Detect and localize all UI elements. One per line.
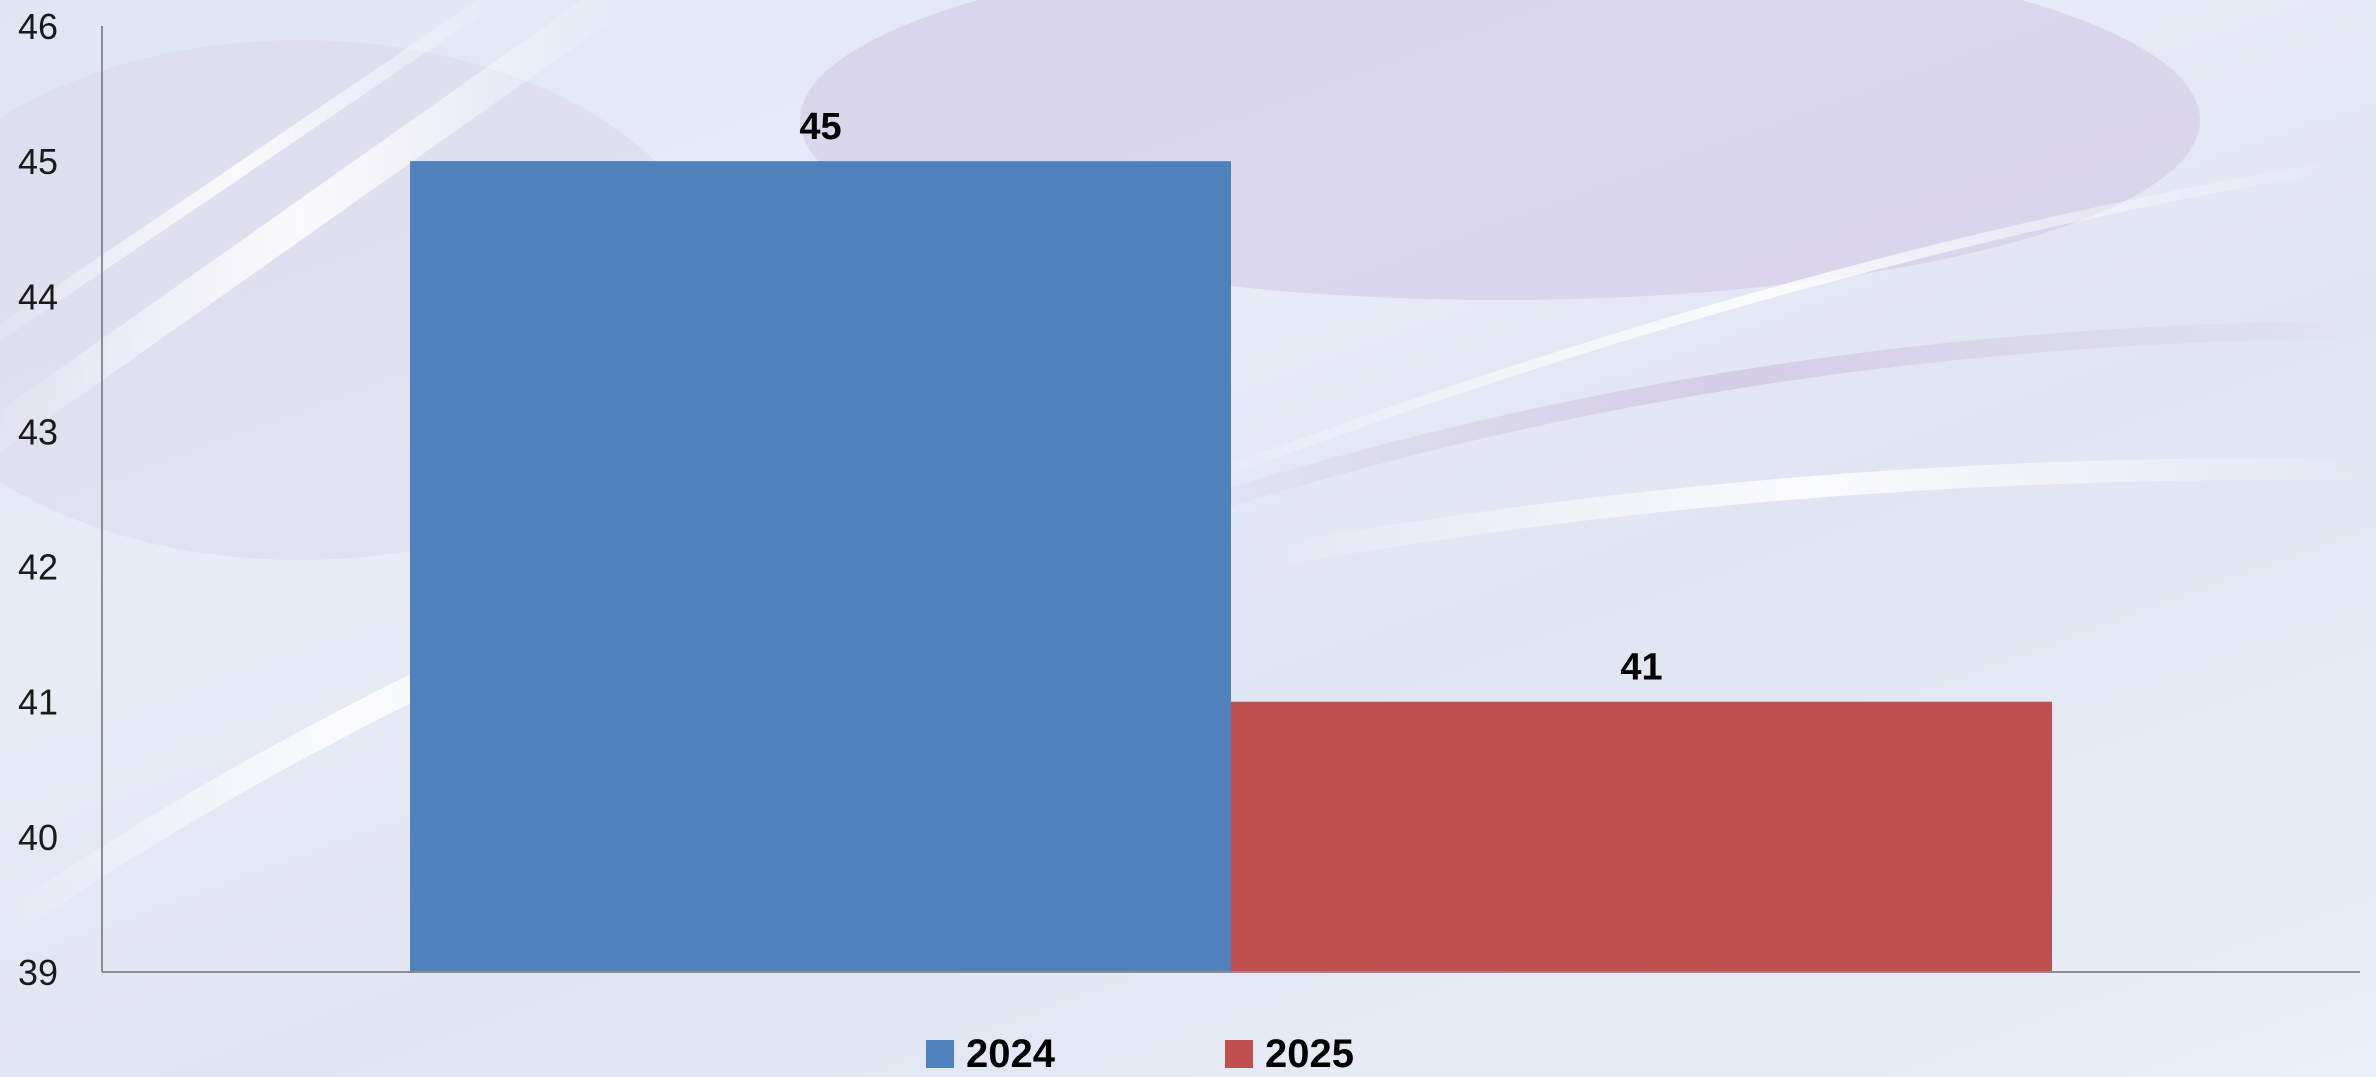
data-labels: 45 41 xyxy=(799,106,1662,689)
y-tick-label: 43 xyxy=(18,411,58,452)
data-label-2025: 41 xyxy=(1620,647,1662,689)
legend: 2024 2025 xyxy=(0,1032,2376,1076)
y-tick-label: 41 xyxy=(18,682,58,723)
legend-item-2025: 2025 xyxy=(1225,1032,1354,1076)
y-tick-label: 42 xyxy=(18,547,58,588)
y-tick-label: 40 xyxy=(18,817,58,858)
y-tick-label: 46 xyxy=(18,6,58,47)
bars xyxy=(410,161,2052,973)
data-label-2024: 45 xyxy=(799,106,841,148)
y-tick-label: 39 xyxy=(18,952,58,993)
y-tick-label: 44 xyxy=(18,276,58,317)
legend-item-2024: 2024 xyxy=(926,1032,1055,1076)
legend-swatch-2025 xyxy=(1225,1040,1253,1068)
legend-label-2024: 2024 xyxy=(966,1032,1055,1076)
legend-swatch-2024 xyxy=(926,1040,955,1068)
legend-label-2025: 2025 xyxy=(1265,1032,1354,1076)
y-tick-label: 45 xyxy=(18,141,58,182)
bar-2024 xyxy=(410,161,1231,973)
y-axis-ticks: 39 40 41 42 43 44 45 46 xyxy=(18,6,58,993)
bar-2025 xyxy=(1231,701,2052,972)
